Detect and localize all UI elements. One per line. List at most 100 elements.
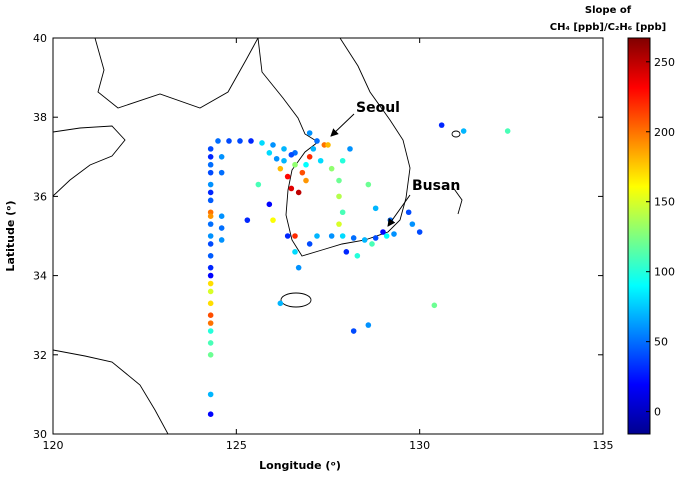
point (310, 146, 317, 152)
point (438, 122, 445, 128)
point (284, 173, 291, 180)
point (336, 193, 342, 200)
y-tick-label: 40 (33, 32, 47, 45)
point (207, 221, 214, 227)
point (226, 138, 232, 144)
point (207, 253, 214, 259)
point (207, 300, 214, 307)
point (207, 280, 214, 287)
point (207, 233, 214, 239)
point (207, 241, 214, 247)
point (270, 217, 276, 223)
point (314, 138, 320, 144)
point (270, 142, 276, 148)
point (380, 229, 386, 235)
colorbar-tick-label: 50 (654, 336, 668, 349)
point (292, 161, 298, 168)
colorbar-tick-label: 250 (654, 56, 675, 69)
point (343, 249, 350, 255)
point (347, 146, 353, 152)
point (218, 169, 225, 176)
colorbar-label: CH₄ [ppb]/C₂H₆ [ppb] (550, 22, 666, 33)
point (288, 152, 295, 158)
point (207, 328, 214, 334)
x-tick-label: 125 (226, 439, 247, 452)
point (255, 181, 262, 188)
colorbar-tick-label: 200 (654, 126, 675, 139)
colorbar-tick-label: 150 (654, 196, 675, 209)
point (303, 177, 309, 184)
point (365, 322, 372, 328)
point (303, 161, 309, 168)
point (218, 154, 225, 160)
point (207, 169, 214, 176)
points (207, 122, 511, 418)
point (336, 177, 342, 184)
point (281, 146, 287, 152)
point (328, 233, 335, 239)
point (295, 264, 302, 271)
point (354, 253, 361, 259)
point (339, 209, 346, 216)
point (207, 213, 214, 219)
point (409, 221, 416, 227)
point (244, 217, 251, 223)
point (207, 181, 214, 188)
point (431, 302, 438, 309)
point (218, 237, 225, 243)
point (336, 221, 342, 227)
x-tick-label: 120 (43, 439, 64, 452)
point (218, 225, 225, 231)
y-axis-label: Latitude (ᵒ) (4, 200, 17, 271)
point (277, 165, 284, 172)
point (317, 157, 324, 164)
point (273, 155, 280, 162)
point (207, 288, 214, 295)
colorbar-tick-label: 0 (654, 406, 661, 419)
point (391, 231, 397, 237)
point (306, 241, 313, 247)
plot-frame (52, 37, 604, 435)
colorbar-label: Slope of (585, 5, 632, 16)
point (248, 138, 254, 144)
point (207, 312, 214, 319)
point (325, 142, 331, 148)
point (361, 237, 368, 243)
point (339, 157, 346, 164)
point (328, 165, 335, 172)
point (369, 241, 375, 247)
point (207, 320, 214, 326)
point (207, 272, 214, 279)
y-tick-label: 32 (33, 349, 47, 362)
coastlines (53, 38, 463, 434)
y-tick-label: 30 (33, 428, 47, 441)
point (207, 209, 214, 216)
point (237, 138, 243, 144)
colorbar (627, 37, 651, 435)
point (405, 209, 412, 216)
point (416, 229, 423, 235)
point (215, 138, 221, 144)
point (207, 154, 214, 160)
point (460, 128, 467, 134)
point (350, 235, 357, 241)
point (284, 233, 291, 239)
point (288, 185, 295, 192)
point (207, 391, 214, 398)
point (292, 249, 298, 255)
point (295, 189, 302, 196)
y-tick-label: 38 (33, 111, 47, 124)
point (292, 233, 298, 239)
point (266, 150, 273, 156)
point (207, 340, 214, 346)
point (339, 233, 346, 239)
point (306, 130, 313, 136)
point (207, 146, 214, 152)
annotation: Seoul (356, 100, 400, 116)
point (207, 264, 214, 271)
point (259, 140, 265, 146)
colorbar-tick-label: 100 (654, 266, 675, 279)
point (207, 197, 214, 204)
point (218, 213, 225, 219)
point (314, 233, 320, 239)
